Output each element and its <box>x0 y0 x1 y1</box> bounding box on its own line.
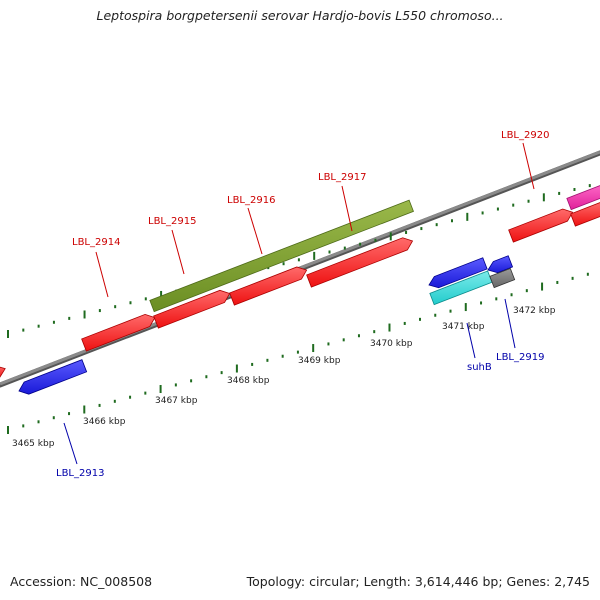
gene-label-forward: LBL_2917 <box>318 172 366 183</box>
genome-summary-text: Topology: circular; Length: 3,614,446 bp… <box>246 574 590 589</box>
scale-label: 3469 kbp <box>298 356 341 366</box>
gene-lbl-2919[interactable] <box>487 255 514 274</box>
scale-label: 3468 kbp <box>227 376 270 386</box>
grey-feature[interactable] <box>489 267 516 289</box>
scale-label: 3472 kbp <box>513 306 556 316</box>
gene-lbl-2916[interactable] <box>229 266 308 306</box>
gene-lbl-2915[interactable] <box>153 289 231 329</box>
label-leader-line <box>247 207 263 255</box>
gene-lbl-2914[interactable] <box>81 313 156 352</box>
map-title: Leptospira borgpetersenii serovar Hardjo… <box>96 8 504 23</box>
label-leader-line <box>63 422 78 465</box>
orf-feature[interactable] <box>149 199 414 313</box>
gene-label-forward: LBL_2914 <box>72 237 120 248</box>
label-leader-line <box>95 251 109 298</box>
gene-label-reverse: LBL_2919 <box>496 352 544 363</box>
gene-partial-right[interactable] <box>570 202 600 227</box>
label-leader-line <box>466 322 476 359</box>
magenta-feature[interactable] <box>566 184 600 211</box>
gene-label-forward: LBL_2915 <box>148 216 196 227</box>
gene-label-forward: LBL_2920 <box>501 130 549 141</box>
scale-label: 3471 kbp <box>442 322 485 332</box>
scale-label: 3465 kbp <box>12 439 55 449</box>
label-leader-line <box>341 185 353 232</box>
gene-label-forward: LBL_2916 <box>227 195 275 206</box>
gene-label-reverse: LBL_2913 <box>56 468 104 479</box>
label-leader-line <box>522 142 535 190</box>
gene-lbl-2920[interactable] <box>508 208 574 243</box>
gene-lbl-2913[interactable] <box>18 359 88 395</box>
gene-partial-left[interactable] <box>0 366 6 379</box>
scale-label: 3467 kbp <box>155 396 198 406</box>
label-leader-line <box>171 229 185 275</box>
accession-text: Accession: NC_008508 <box>10 574 153 589</box>
scale-label: 3466 kbp <box>83 417 126 427</box>
label-leader-line <box>504 298 516 349</box>
scale-label: 3470 kbp <box>370 339 413 349</box>
gene-label-reverse: suhB <box>467 362 492 373</box>
gene-suhb[interactable] <box>428 257 488 289</box>
gene-lbl-2917[interactable] <box>306 237 414 288</box>
